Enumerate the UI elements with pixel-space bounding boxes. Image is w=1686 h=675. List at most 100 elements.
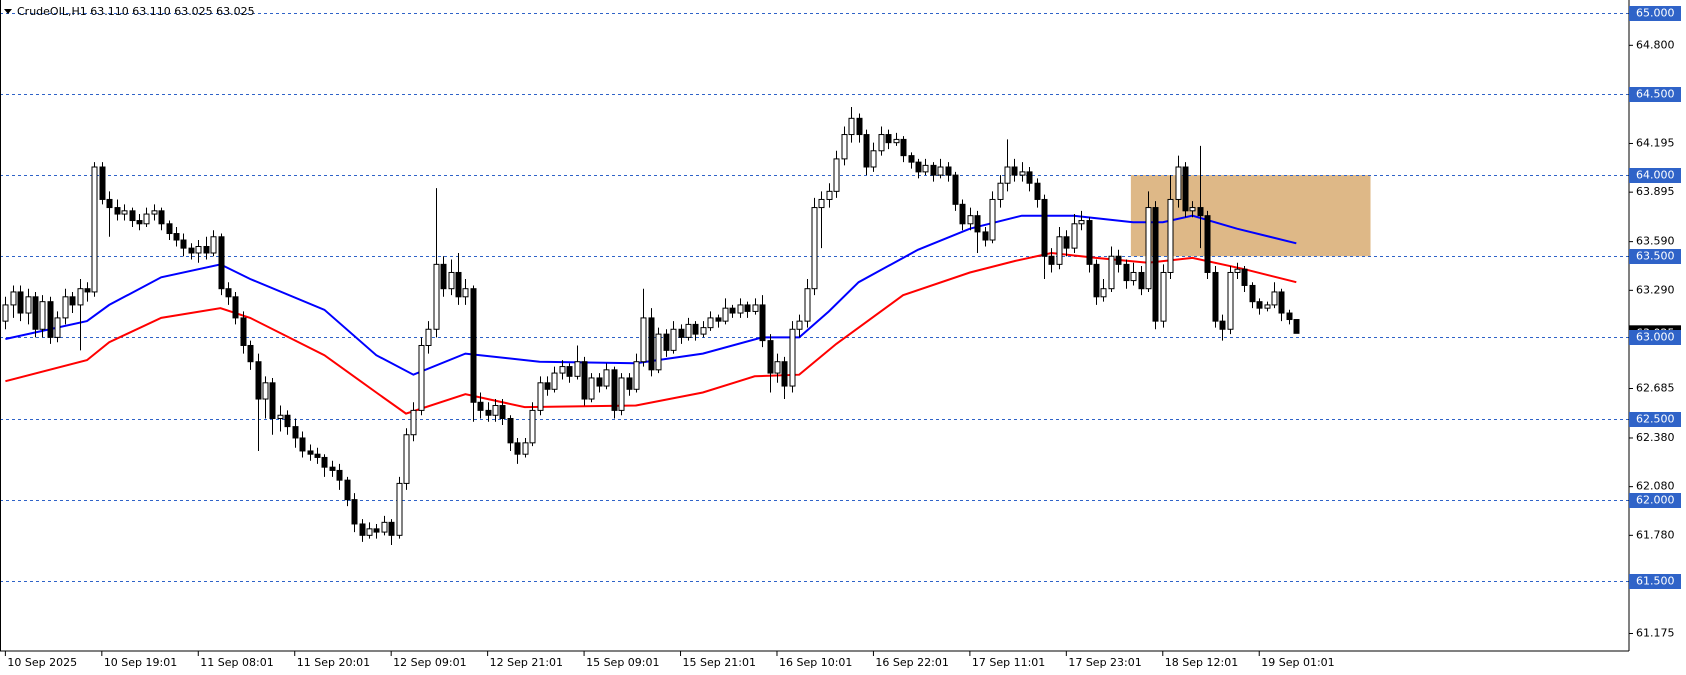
candle-body [804,288,811,322]
candle-body [373,528,380,533]
x-tick-label: 11 Sep 20:01 [297,656,370,669]
candle-body [959,203,966,225]
candle-body [410,409,417,436]
candle-body [596,377,603,387]
y-tick-label: 62.685 [1636,381,1675,394]
candle-body [759,304,766,342]
candle-body [700,327,707,335]
candle-body [670,328,677,351]
candle-body [1130,271,1137,282]
candle-body [39,301,46,330]
candle-body [403,434,410,484]
candle-body [997,182,1004,200]
candle-body [841,134,848,160]
candle-body [618,377,625,411]
candle-body [84,288,91,293]
candle-body [1100,288,1107,298]
candle-body [551,372,558,390]
candle-body [91,166,98,293]
candle-body [937,166,944,176]
candle-body [336,469,343,481]
y-tick-label: 61.175 [1636,626,1675,639]
level-label: 63.000 [1636,331,1675,344]
candle-body [818,198,825,209]
candle-body [796,320,803,330]
candle-body [1293,319,1300,334]
candle-body [1241,268,1248,286]
candle-body [537,382,544,411]
menu-triangle[interactable] [4,9,12,14]
candle-body [833,158,840,192]
candle-body [967,215,974,225]
y-tick-label: 63.895 [1636,185,1675,198]
candle-body [729,307,736,314]
grid-layer [0,13,1629,582]
candle-body [1004,166,1011,184]
candle-body [752,304,759,312]
moving-average [5,214,1297,376]
candle-body [685,323,692,338]
candle-body [1019,171,1026,176]
level-label: 65.000 [1636,7,1675,20]
candle-body [440,263,447,290]
candle-body [32,296,39,330]
candle-body [1056,236,1063,265]
candle-body [277,414,284,420]
candle-body [136,220,143,225]
y-tick-label: 62.080 [1636,480,1675,493]
candle-body [603,369,610,387]
candle-body [848,117,855,136]
candle-body [1048,255,1055,265]
y-tick-label: 61.780 [1636,528,1675,541]
candle-body [1123,263,1130,282]
candle-body [292,426,299,439]
candle-body [1227,271,1234,330]
candle-body [1071,223,1078,249]
candle-body [143,213,150,225]
candle-body [62,296,69,319]
x-tick-label: 15 Sep 21:01 [683,656,756,669]
candle-body [269,382,276,420]
candle-body [826,190,833,200]
candle-body [529,409,536,444]
candle-body [1041,198,1048,257]
candle-body [69,296,76,306]
candle-body [425,328,432,346]
level-label: 64.500 [1636,88,1675,101]
level-label: 64.000 [1636,169,1675,182]
x-tick-label: 10 Sep 19:01 [104,656,177,669]
candle-body [1204,215,1211,273]
candle-body [663,333,670,351]
x-tick-label: 17 Sep 11:01 [972,656,1045,669]
candle-body [900,138,907,157]
x-tick-label: 18 Sep 12:01 [1165,656,1238,669]
candle-body [485,409,492,416]
candle-body [77,288,84,306]
candle-body [477,401,484,411]
candle-body [2,304,9,322]
candle-body [114,207,121,215]
candle-body [396,482,403,536]
candle-body [789,328,796,387]
candle-body [195,246,202,254]
candle-body [433,263,440,330]
candle-body [262,382,269,400]
candle-body [722,307,729,322]
candle-body [744,304,751,312]
candle-body [329,466,336,471]
candle-body [856,117,863,136]
candle-body [588,377,595,400]
candle-body [1145,207,1152,290]
candle-body [1219,320,1226,330]
candle-body [1264,304,1271,309]
candle-body [1152,207,1159,322]
candle-body [1182,166,1189,212]
candle-body [232,296,239,319]
candle-body [418,344,425,411]
candle-body [1256,301,1263,309]
candle-body [225,288,232,298]
candle-body [121,210,128,215]
level-label-box [1629,493,1681,508]
zone-rect [1130,175,1371,257]
